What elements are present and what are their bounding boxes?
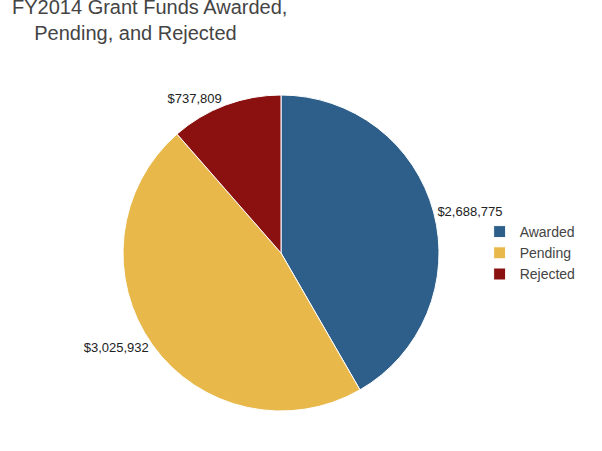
svg-text:$2,688,775: $2,688,775 — [437, 204, 503, 220]
svg-text:$3,025,932: $3,025,932 — [84, 340, 149, 355]
svg-text:Pending: Pending — [520, 245, 571, 261]
svg-text:FY2014 Grant Funds Awarded,: FY2014 Grant Funds Awarded, Pending, and… — [12, 0, 287, 44]
svg-text:Awarded: Awarded — [520, 224, 575, 240]
svg-text:$737,809: $737,809 — [167, 91, 221, 106]
svg-text:Rejected: Rejected — [520, 266, 575, 282]
